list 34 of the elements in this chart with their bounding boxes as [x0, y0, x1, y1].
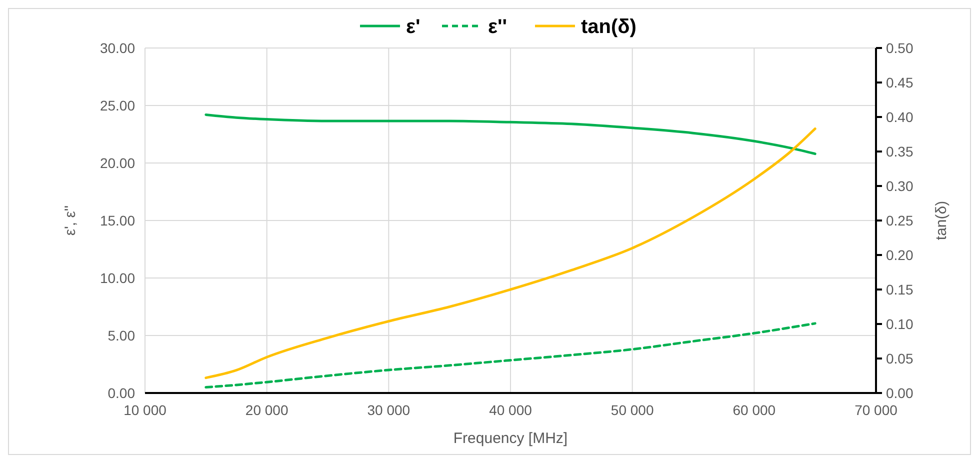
x-tick-label: 60 000 [732, 402, 776, 418]
x-tick-label: 70 000 [854, 402, 898, 418]
legend-label: ε' [406, 16, 420, 38]
x-tick-label: 20 000 [245, 402, 288, 418]
y2-tick-label: 0.25 [886, 212, 914, 228]
y2-axis-title: tan(δ) [933, 200, 950, 240]
y-tick-label: 30.00 [100, 40, 136, 56]
y2-tick-label: 0.35 [886, 143, 914, 160]
y2-tick-label: 0.40 [886, 108, 914, 125]
y2-tick-label: 0.50 [886, 40, 914, 56]
legend-label: tan(δ) [581, 16, 636, 38]
line-series [204, 127, 816, 380]
x-tick-label: 30 000 [367, 402, 410, 418]
y-tick-label: 15.00 [100, 212, 136, 228]
line-series [204, 113, 816, 156]
y-axis-title: ε', ε'' [62, 205, 79, 236]
line-series [204, 322, 816, 388]
y-tick-label: 5.00 [108, 327, 136, 344]
x-tick-label: 10 000 [124, 402, 167, 418]
x-tick-label: 50 000 [610, 402, 654, 418]
x-tick-label: 40 000 [489, 402, 532, 418]
y-tick-label: 0.00 [108, 384, 136, 401]
y2-tick-label: 0.15 [886, 281, 914, 298]
legend-label: ε'' [488, 16, 508, 38]
y2-tick-label: 0.00 [886, 384, 914, 401]
y2-tick-label: 0.10 [886, 316, 914, 332]
y2-tick-label: 0.20 [886, 246, 914, 263]
y-tick-label: 20.00 [100, 154, 136, 171]
y2-tick-label: 0.45 [886, 74, 914, 90]
x-axis-title: Frequency [MHz] [453, 430, 568, 447]
y2-tick-label: 0.30 [886, 178, 914, 194]
y2-tick-label: 0.05 [886, 350, 914, 366]
y-tick-label: 25.00 [100, 97, 136, 114]
y-tick-label: 10.00 [100, 270, 136, 286]
